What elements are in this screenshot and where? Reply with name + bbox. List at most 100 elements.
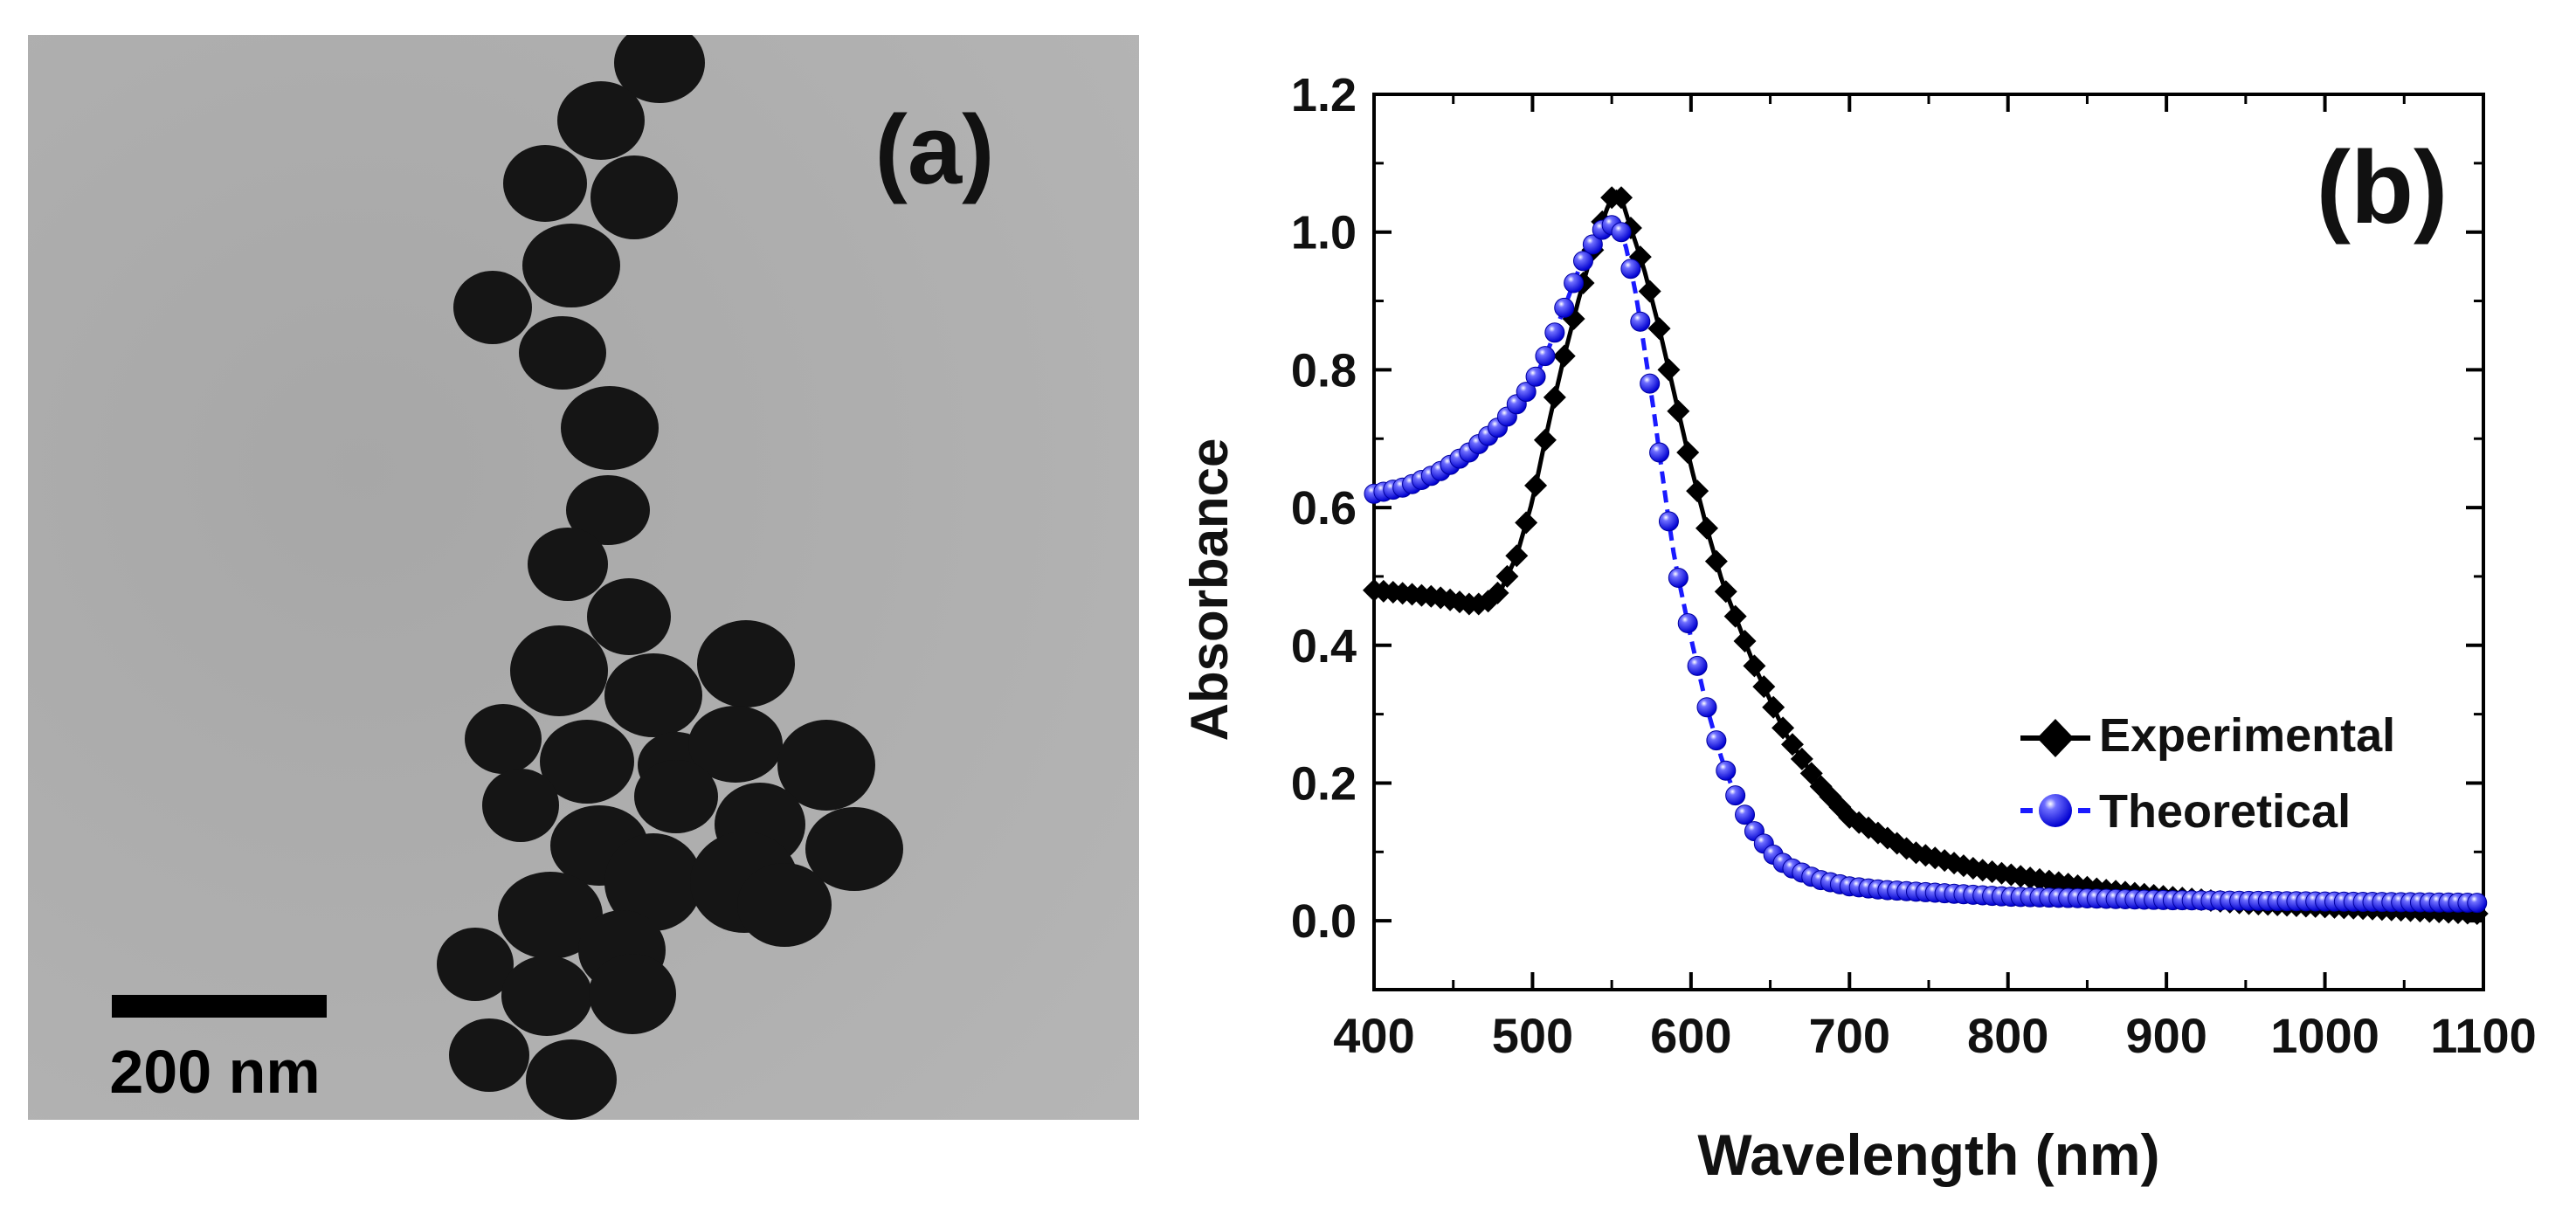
data-point-experimental <box>1667 399 1690 423</box>
nanoparticle <box>498 872 603 959</box>
x-axis-label: Wavelength (nm) <box>1697 1122 2159 1187</box>
data-point-experimental <box>1771 716 1795 740</box>
data-point-theoretical <box>1706 730 1727 751</box>
y-tick-label: 0.8 <box>1291 344 1357 397</box>
nanoparticle <box>503 145 587 222</box>
x-tick-label: 400 <box>1333 1008 1414 1063</box>
data-point-theoretical <box>1668 568 1689 588</box>
nanoparticle <box>453 271 532 344</box>
nanoparticle <box>561 386 659 470</box>
legend-label-theoretical: Theoretical <box>2099 785 2351 838</box>
data-point-theoretical <box>1725 785 1746 806</box>
nanoparticle <box>604 653 702 737</box>
data-point-theoretical <box>1620 259 1641 280</box>
data-point-theoretical <box>1516 382 1537 403</box>
data-point-experimental <box>1647 317 1671 341</box>
legend-marker-theoretical <box>2039 794 2072 827</box>
data-point-experimental <box>1552 344 1576 368</box>
nanoparticle <box>449 1018 529 1092</box>
x-tick-label: 1100 <box>2430 1008 2537 1063</box>
nanoparticle <box>634 760 718 833</box>
data-point-theoretical <box>1535 346 1556 367</box>
legend-marker-experimental <box>2037 719 2074 757</box>
data-point-experimental <box>1780 733 1804 756</box>
data-point-experimental <box>1515 511 1538 535</box>
scale-bar <box>112 995 327 1018</box>
y-tick-label: 0.0 <box>1291 895 1357 948</box>
nanoparticle <box>519 316 606 390</box>
x-axis-ticks: 400 500 600 700 800 900 1000 1100 <box>1333 94 2537 1063</box>
nanoparticle <box>590 155 678 239</box>
x-tick-label: 1000 <box>2270 1008 2379 1063</box>
panel-b-label: (b) <box>2317 130 2448 245</box>
nanoparticle <box>737 863 832 947</box>
nanoparticle <box>522 224 620 307</box>
data-point-theoretical <box>1564 273 1585 293</box>
data-point-experimental <box>1505 544 1529 568</box>
data-point-experimental <box>1743 654 1766 678</box>
data-point-experimental <box>1752 675 1776 699</box>
nanoparticle <box>587 578 671 655</box>
y-tick-label: 1.0 <box>1291 207 1357 259</box>
series-experimental <box>1363 186 2489 925</box>
data-point-theoretical <box>1687 655 1708 676</box>
legend-label-experimental: Experimental <box>2099 709 2395 762</box>
nanoparticle <box>465 704 542 774</box>
data-point-theoretical <box>1735 804 1756 825</box>
nanoparticle <box>510 625 608 716</box>
y-axis-ticks: 0.0 0.2 0.4 0.6 0.8 1.0 1.2 <box>1291 69 2483 991</box>
nanoparticle <box>437 928 514 1001</box>
y-tick-label: 0.2 <box>1291 757 1357 810</box>
data-point-theoretical <box>1649 442 1670 463</box>
data-point-experimental <box>1524 473 1548 497</box>
x-tick-label: 600 <box>1650 1008 1731 1063</box>
y-tick-label: 0.6 <box>1291 482 1357 535</box>
absorbance-chart: 400 500 600 700 800 900 1000 1100 0.00.20.40.60… <box>1180 69 2537 1187</box>
data-point-theoretical <box>2467 893 2488 914</box>
nanoparticle <box>604 833 702 931</box>
legend: Experimental Theoretical <box>2020 709 2395 838</box>
data-point-experimental <box>1762 695 1785 719</box>
nanoparticle <box>688 706 783 783</box>
nanoparticle <box>482 769 559 842</box>
nanoparticle <box>526 1039 617 1120</box>
y-tick-label: 1.2 <box>1291 69 1357 121</box>
data-point-theoretical <box>1658 511 1679 532</box>
nanoparticle <box>614 35 705 103</box>
data-point-experimental <box>1733 630 1757 653</box>
tem-image-panel: (a) 200 nm <box>28 35 1139 1120</box>
data-point-experimental <box>1638 280 1661 303</box>
data-point-theoretical <box>1611 222 1632 243</box>
data-point-experimental <box>1790 747 1813 770</box>
nanoparticle <box>557 81 645 160</box>
data-point-experimental <box>1704 549 1728 573</box>
nanoparticle <box>697 620 795 708</box>
data-point-theoretical <box>1582 234 1603 255</box>
data-point-experimental <box>1486 581 1509 604</box>
data-point-theoretical <box>1572 251 1593 272</box>
data-point-experimental <box>1723 604 1747 628</box>
data-point-experimental <box>1533 428 1557 452</box>
data-point-theoretical <box>1716 760 1737 781</box>
data-point-theoretical <box>1544 322 1565 343</box>
data-point-theoretical <box>1525 366 1546 387</box>
nanoparticle <box>501 956 592 1036</box>
data-point-theoretical <box>1696 697 1717 718</box>
x-tick-label: 500 <box>1492 1008 1573 1063</box>
panel-a-label: (a) <box>875 95 995 204</box>
data-point-experimental <box>1657 358 1681 382</box>
x-tick-label: 800 <box>1967 1008 2048 1063</box>
data-point-theoretical <box>1640 373 1661 394</box>
data-point-experimental <box>1714 580 1737 604</box>
x-tick-label: 700 <box>1809 1008 1890 1063</box>
nanoparticle <box>777 720 875 811</box>
data-point-experimental <box>1676 441 1700 464</box>
y-axis-label: Absorbance <box>1180 438 1239 742</box>
data-point-theoretical <box>1630 311 1651 332</box>
nanoparticle <box>566 475 650 545</box>
series-theoretical <box>1364 215 2488 914</box>
data-point-experimental <box>1495 564 1519 588</box>
data-point-theoretical <box>1554 297 1575 318</box>
nanoparticle <box>589 954 676 1034</box>
